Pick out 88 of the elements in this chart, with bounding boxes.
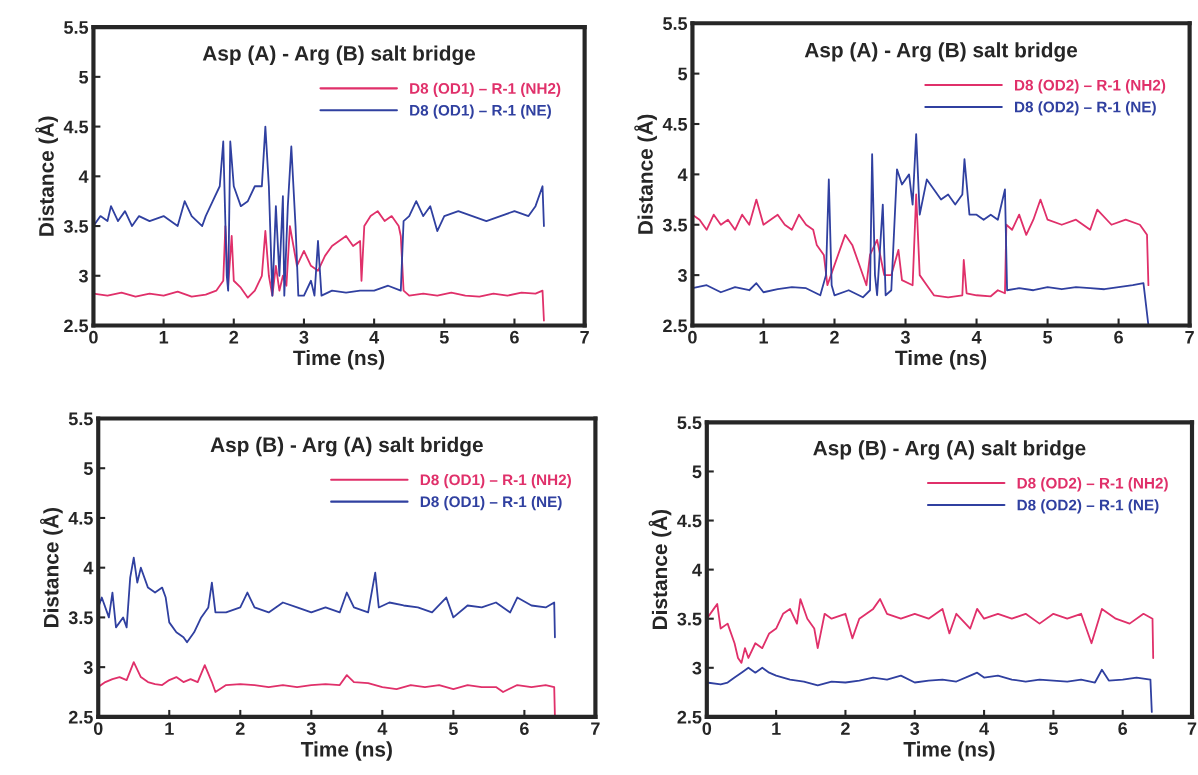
line-series (98, 556, 556, 644)
y-tick-label: 3 (692, 661, 702, 675)
x-tick-label: 7 (580, 331, 589, 344)
line-series (93, 125, 545, 297)
text: Asp (B) - Arg (A) salt bridge (813, 440, 1086, 460)
y-tick-label: 5.5 (64, 21, 89, 34)
y-tick-label: 3.5 (662, 218, 688, 232)
x-tick-label: 5 (439, 331, 449, 344)
text: Asp (B) - Arg (A) salt bridge (210, 436, 483, 457)
line-series (93, 210, 545, 322)
y-axis-title: Distance (Å) (40, 507, 63, 628)
x-axis-title: Time (ns) (293, 349, 385, 370)
y-axis-title: Distance (Å) (35, 116, 58, 236)
y-tick-label: 3 (78, 269, 88, 283)
y-tick-label: 5.5 (663, 17, 688, 30)
x-axis-title: Time (ns) (903, 741, 995, 761)
text: Asp (A) - Arg (B) salt bridge (804, 42, 1078, 62)
y-axis-title: Distance (Å) (648, 509, 672, 629)
y-tick-label: 5.5 (677, 416, 702, 430)
y-tick-label: 4.5 (68, 512, 93, 525)
line-series (98, 661, 556, 717)
legend-label: D8 (OD2) – R-1 (NE) (1015, 101, 1156, 116)
x-tick-label: 7 (1185, 331, 1194, 344)
x-tick-label: 3 (910, 722, 920, 736)
x-tick-label: 0 (702, 722, 712, 735)
x-tick-label: 1 (772, 722, 781, 735)
x-tick-label: 4 (971, 331, 982, 344)
y-tick-label: 5 (692, 465, 702, 479)
line-series (692, 193, 1150, 299)
x-tick-label: 4 (369, 331, 380, 344)
y-tick-label: 4 (692, 563, 702, 577)
y-tick-label: 3 (83, 661, 93, 674)
legend-label: D8 (OD2) – R-1 (NH2) (1015, 79, 1166, 94)
x-tick-label: 4 (979, 722, 989, 735)
y-tick-label: 5 (678, 67, 688, 81)
x-tick-label: 2 (229, 330, 239, 344)
x-tick-label: 6 (1118, 722, 1128, 735)
x-tick-label: 4 (377, 722, 388, 735)
x-tick-label: 1 (759, 331, 768, 344)
x-tick-label: 1 (159, 331, 169, 344)
y-tick-label: 4 (78, 170, 89, 183)
y-tick-label: 3.5 (68, 611, 93, 625)
x-tick-label: 6 (1114, 330, 1123, 344)
y-tick-label: 5.5 (68, 412, 93, 426)
x-tick-label: 7 (1187, 722, 1197, 735)
y-tick-label: 4.5 (662, 118, 688, 131)
x-tick-label: 5 (448, 722, 458, 735)
y-tick-label: 3.5 (63, 219, 89, 233)
y-tick-label: 3 (677, 269, 687, 282)
text: Asp (A) - Arg (B) salt bridge (202, 45, 476, 65)
x-tick-label: 0 (688, 330, 697, 344)
x-axis-title: Time (ns) (300, 741, 392, 761)
x-tick-label: 3 (306, 722, 316, 736)
x-tick-label: 6 (520, 722, 529, 735)
y-tick-label: 4 (677, 168, 688, 181)
x-tick-label: 7 (591, 722, 600, 735)
legend-label: D8 (OD1) – R-1 (NE) (410, 104, 551, 119)
y-tick-label: 2.5 (677, 710, 702, 724)
legend-label: D8 (OD2) – R-1 (NE) (1017, 499, 1159, 514)
y-tick-label: 4 (83, 561, 94, 575)
x-tick-label: 0 (89, 330, 98, 344)
y-tick-label: 4.5 (677, 514, 702, 528)
x-tick-label: 5 (1043, 331, 1053, 344)
x-tick-label: 1 (165, 722, 174, 735)
y-tick-label: 5 (79, 70, 89, 84)
x-tick-label: 2 (830, 330, 839, 344)
line-series (706, 666, 1153, 713)
x-tick-label: 5 (1048, 722, 1058, 735)
y-tick-label: 2.5 (68, 710, 93, 724)
legend-label: D8 (OD1) – R-1 (NH2) (420, 474, 571, 489)
x-tick-label: 6 (510, 330, 519, 344)
y-axis-title: Distance (Å) (634, 114, 657, 234)
line-series (692, 133, 1150, 326)
legend-label: D8 (OD2) – R-1 (NH2) (1017, 477, 1168, 492)
line-series (706, 598, 1155, 664)
x-axis-title: Time (ns) (895, 349, 987, 370)
x-tick-label: 3 (900, 330, 910, 344)
y-tick-label: 2.5 (663, 319, 688, 333)
x-tick-label: 2 (841, 722, 850, 735)
x-tick-label: 3 (299, 330, 309, 344)
x-tick-label: 2 (235, 722, 245, 735)
x-tick-label: 0 (93, 722, 103, 735)
legend-label: D8 (OD1) – R-1 (NE) (420, 495, 562, 511)
y-tick-label: 2.5 (64, 319, 89, 333)
y-tick-label: 3.5 (677, 612, 702, 626)
y-tick-label: 4.5 (63, 120, 89, 134)
y-tick-label: 5 (83, 462, 93, 475)
legend-label: D8 (OD1) – R-1 (NH2) (410, 82, 561, 97)
